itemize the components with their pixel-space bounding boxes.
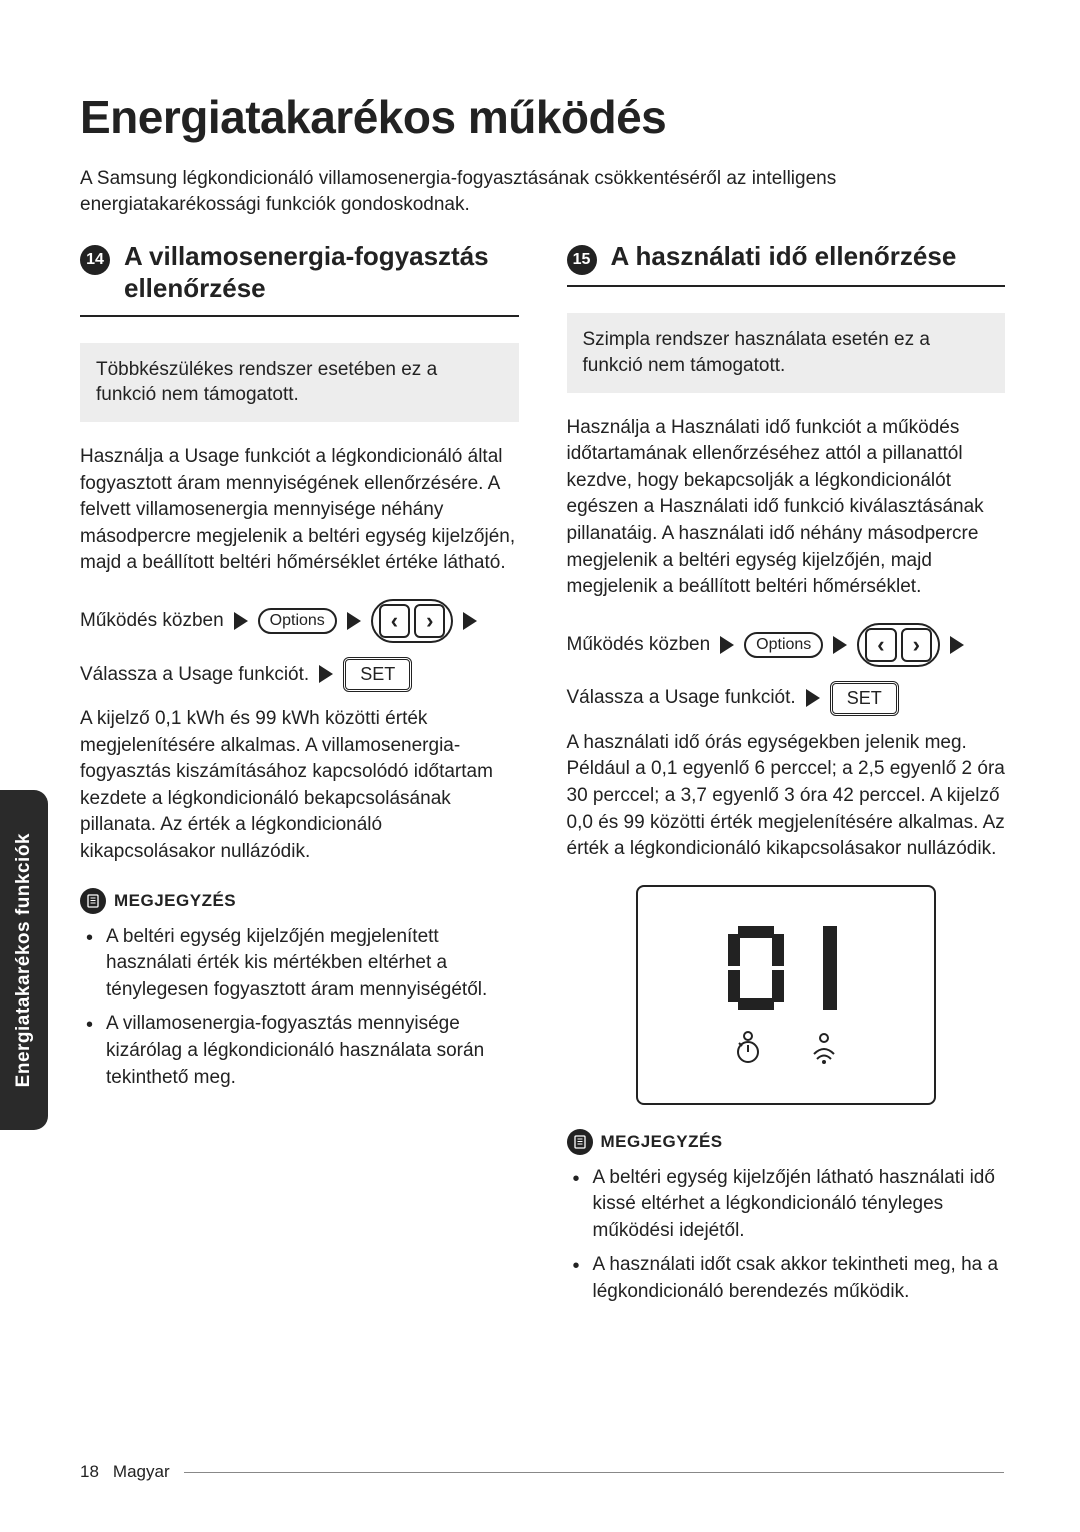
right-column: 15 A használati idő ellenőrzése Szimpla … [567,241,1006,1313]
seven-segment-display [728,926,844,1016]
chevron-right-icon: › [414,604,445,638]
left-note-box: Többkészülékes rendszer esetében ez a fu… [80,343,519,422]
bullet-item: A villamosenergia-fogyasztás mennyisége … [80,1011,519,1091]
chevron-left-icon: ‹ [865,628,896,662]
display-illustration [636,885,936,1105]
section-number-15: 15 [567,245,597,275]
left-operation-row-2: Válassza a Usage funkciót. SET [80,657,519,692]
timer-icon [735,1030,761,1064]
footer-line [184,1472,1004,1473]
bullet-item: A beltéri egység kijelzőjén megjelenítet… [80,924,519,1004]
left-right-buttons: ‹ › [371,599,454,643]
select-usage-text: Válassza a Usage funkciót. [80,663,309,687]
right-body-2: A használati idő órás egységekben jeleni… [567,730,1006,863]
intro-text: A Samsung légkondicionáló villamosenergi… [80,166,1005,217]
options-button: Options [744,632,823,658]
note-label: MEGJEGYZÉS [114,891,236,911]
right-bullets: A beltéri egység kijelzőjén látható hasz… [567,1165,1006,1306]
note-icon [80,888,106,914]
page-footer: 18 Magyar [80,1462,1004,1482]
operation-label: Működés közben [80,609,224,633]
set-button: SET [343,657,412,692]
display-icons-row [735,1030,837,1064]
digit-0-icon [728,926,792,1016]
left-right-buttons: ‹ › [857,623,940,667]
left-operation-row-1: Működés közben Options ‹ › [80,599,519,643]
arrow-icon [319,665,333,683]
arrow-icon [806,689,820,707]
arrow-icon [950,636,964,654]
arrow-icon [347,612,361,630]
arrow-icon [234,612,248,630]
left-bullets: A beltéri egység kijelzőjén megjelenítet… [80,924,519,1092]
right-note-header: MEGJEGYZÉS [567,1129,1006,1155]
footer-lang: Magyar [113,1462,170,1482]
select-usage-text: Válassza a Usage funkciót. [567,686,796,710]
operation-label: Működés közben [567,633,711,657]
left-body-1: Használja a Usage funkciót a légkondicio… [80,444,519,577]
left-body-2: A kijelző 0,1 kWh és 99 kWh közötti érté… [80,706,519,866]
arrow-icon [463,612,477,630]
right-heading: A használati idő ellenőrzése [611,241,1006,273]
page-number: 18 [80,1462,99,1482]
chevron-right-icon: › [901,628,932,662]
digit-1-icon [814,926,844,1016]
bullet-item: A használati időt csak akkor tekintheti … [567,1252,1006,1305]
side-tab: Energiatakarékos funkciók [0,790,48,1130]
right-note-box: Szimpla rendszer használata esetén ez a … [567,313,1006,392]
options-button: Options [258,608,337,634]
wifi-icon [811,1030,837,1064]
divider [80,315,519,317]
left-note-header: MEGJEGYZÉS [80,888,519,914]
set-button: SET [830,681,899,716]
section-number-14: 14 [80,245,110,275]
left-column: 14 A villamosenergia-fogyasztás ellenőrz… [80,241,519,1313]
left-heading: A villamosenergia-fogyasztás ellenőrzése [124,241,519,304]
divider [567,285,1006,287]
note-icon [567,1129,593,1155]
side-tab-label: Energiatakarékos funkciók [13,833,35,1087]
arrow-icon [720,636,734,654]
page-title: Energiatakarékos működés [80,90,1005,144]
right-body-1: Használja a Használati idő funkciót a mű… [567,415,1006,601]
chevron-left-icon: ‹ [379,604,410,638]
right-operation-row-2: Válassza a Usage funkciót. SET [567,681,1006,716]
arrow-icon [833,636,847,654]
note-label: MEGJEGYZÉS [601,1132,723,1152]
right-operation-row-1: Működés közben Options ‹ › [567,623,1006,667]
bullet-item: A beltéri egység kijelzőjén látható hasz… [567,1165,1006,1245]
